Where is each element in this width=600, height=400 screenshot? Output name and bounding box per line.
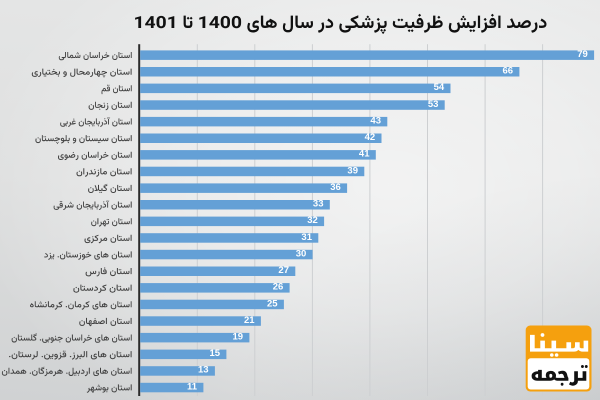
svg-text:79: 79 bbox=[577, 49, 588, 60]
svg-text:33: 33 bbox=[313, 199, 324, 210]
svg-text:39: 39 bbox=[347, 165, 358, 176]
svg-text:54: 54 bbox=[434, 82, 445, 93]
svg-text:32: 32 bbox=[307, 215, 318, 226]
svg-text:53: 53 bbox=[428, 99, 439, 110]
svg-text:21: 21 bbox=[244, 315, 255, 326]
svg-text:43: 43 bbox=[370, 115, 381, 126]
svg-text:30: 30 bbox=[296, 248, 307, 259]
svg-text:31: 31 bbox=[301, 232, 312, 243]
svg-text:42: 42 bbox=[365, 132, 376, 143]
svg-text:25: 25 bbox=[267, 298, 278, 309]
svg-text:11: 11 bbox=[187, 381, 198, 392]
svg-text:19: 19 bbox=[233, 332, 244, 343]
svg-text:66: 66 bbox=[503, 66, 514, 77]
svg-text:26: 26 bbox=[273, 282, 284, 293]
svg-text:36: 36 bbox=[330, 182, 341, 193]
svg-text:15: 15 bbox=[210, 348, 221, 359]
svg-text:41: 41 bbox=[359, 149, 370, 160]
svg-text:27: 27 bbox=[278, 265, 289, 276]
svg-text:13: 13 bbox=[198, 365, 209, 376]
